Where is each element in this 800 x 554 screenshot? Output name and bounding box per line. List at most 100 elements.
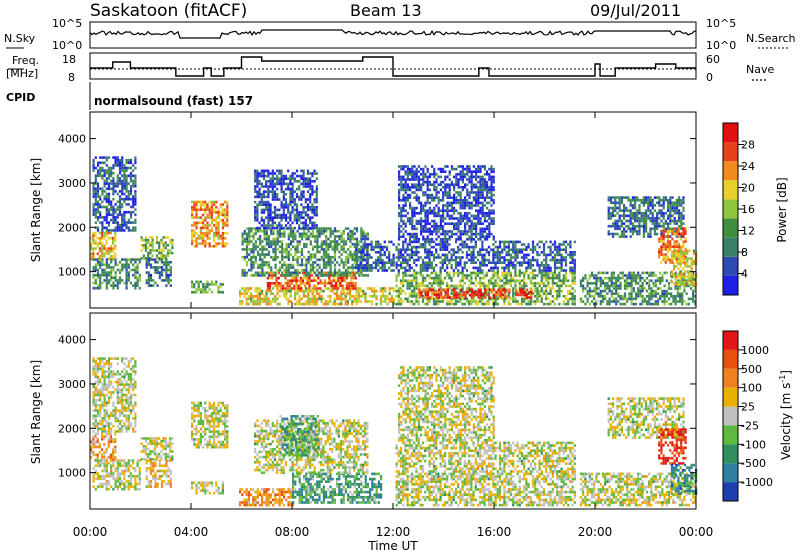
power-cell-r9 (316, 274, 319, 277)
power-cell-r9 (252, 245, 255, 249)
power-cell-r12 (428, 297, 431, 301)
power-cell-r12 (529, 297, 532, 301)
power-cell-r2 (116, 184, 119, 188)
power-cell-r9 (314, 235, 317, 238)
power-cell-r15 (450, 209, 453, 212)
power-cell-r10 (276, 182, 279, 186)
power-cell-r15 (409, 235, 412, 238)
power-cell-r6 (202, 285, 205, 289)
power-cell-r9 (318, 271, 321, 275)
power-cell-r15 (490, 188, 493, 192)
power-cell-r2 (129, 197, 133, 201)
power-cell-r12 (430, 271, 433, 275)
power-cell-r15 (431, 219, 434, 223)
power-cell-r11 (366, 269, 369, 272)
power-cell-r2 (114, 190, 117, 193)
power-cell-r7 (285, 289, 288, 293)
power-cell-r14 (470, 253, 473, 257)
power-cell-r3 (158, 246, 161, 250)
power-cell-r5 (213, 200, 216, 204)
power-cell-r15 (420, 212, 423, 215)
power-cell-r12 (421, 274, 425, 277)
power-cell-r5 (197, 200, 200, 204)
power-cell-r14 (446, 264, 449, 267)
power-cell-r7 (333, 297, 336, 301)
power-cell-r7 (351, 295, 354, 298)
power-cell-r15 (406, 188, 409, 192)
power-cell-r14 (564, 264, 568, 267)
power-cell-r9 (327, 263, 330, 267)
power-cell-r2 (116, 205, 119, 209)
power-cell-r9 (329, 266, 332, 269)
power-cell-r10 (287, 226, 290, 230)
power-cell-r2 (96, 205, 100, 209)
power-cell-r8 (337, 282, 340, 285)
power-cell-r10 (262, 219, 266, 222)
power-cell-r10 (304, 180, 307, 183)
power-cell-r5 (199, 200, 202, 204)
power-cell-r15 (406, 167, 409, 171)
power-cell-r2 (110, 169, 113, 172)
power-cell-r9 (254, 248, 257, 251)
power-cell-r2 (92, 158, 95, 162)
power-cell-r2 (123, 177, 126, 180)
power-cell-r15 (448, 183, 451, 186)
power-cell-r12 (417, 300, 420, 303)
power-cell-r9 (340, 271, 343, 275)
power-cell-r9 (261, 250, 264, 254)
power-cell-r9 (256, 266, 260, 269)
power-cell-r9 (358, 255, 361, 259)
power-cell-r2 (134, 221, 137, 224)
power-cell-r7 (384, 295, 387, 298)
power-cell-r15 (472, 217, 475, 220)
power-cell-r8 (268, 287, 272, 290)
power-cell-r9 (285, 255, 288, 259)
power-cell-r8 (299, 282, 302, 285)
power-cell-r9 (272, 232, 275, 236)
power-cell-r5 (193, 231, 196, 235)
power-cell-r9 (307, 261, 310, 264)
power-cell-r2 (129, 187, 133, 191)
power-cell-r1 (118, 276, 122, 280)
power-cell-r15 (413, 183, 416, 186)
power-cell-r14 (503, 266, 506, 270)
power-cell-r9 (309, 271, 312, 275)
power-cell-r3 (144, 249, 148, 252)
power-cell-r10 (287, 182, 290, 186)
power-cell-r7 (241, 300, 244, 303)
power-cell-r7 (267, 300, 270, 303)
power-cell-r9 (344, 271, 348, 275)
power-cell-r13 (427, 291, 430, 294)
power-cell-r9 (351, 255, 354, 259)
power-cell-r13 (484, 296, 487, 299)
power-cell-r14 (415, 240, 418, 244)
power-cell-r9 (305, 242, 308, 246)
power-cell-r13 (479, 296, 482, 299)
power-cell-r15 (404, 173, 407, 176)
power-cell-r15 (402, 219, 405, 223)
power-cell-r15 (486, 188, 489, 192)
power-cell-r14 (531, 243, 535, 246)
power-cell-r14 (540, 261, 543, 264)
power-cell-r15 (488, 212, 491, 215)
power-cell-r10 (293, 219, 296, 222)
power-cell-r9 (349, 237, 352, 241)
power-cell-r9 (300, 237, 304, 241)
power-cell-r2 (110, 174, 113, 178)
power-cell-r9 (243, 237, 246, 241)
power-cell-r8 (352, 287, 355, 290)
power-cell-r10 (298, 195, 301, 199)
power-cell-r15 (424, 204, 427, 207)
power-cell-r9 (307, 274, 310, 277)
power-cell-r5 (210, 205, 213, 209)
power-cell-r9 (243, 248, 246, 251)
power-cell-r10 (262, 177, 266, 180)
power-cell-r15 (453, 222, 456, 225)
power-cell-r5 (204, 242, 207, 245)
power-cell-r10 (284, 174, 288, 178)
power-cell-r15 (468, 165, 471, 168)
power-cell-r12 (523, 284, 526, 288)
power-cell-r2 (123, 210, 126, 214)
power-cell-r9 (278, 229, 282, 233)
power-cell-r15 (464, 225, 467, 228)
